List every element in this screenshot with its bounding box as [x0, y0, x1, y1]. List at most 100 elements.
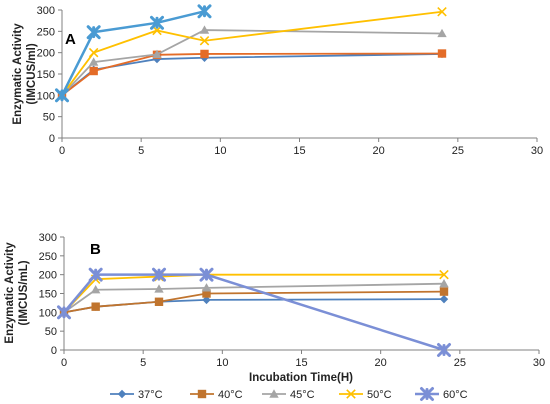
y-tick-label: 50 — [43, 112, 55, 124]
panel-b-line-37c — [63, 298, 445, 314]
panel-a-point-60c — [197, 4, 212, 19]
panel-a-point-50c — [88, 47, 99, 58]
panel-a-y-label-line2: (IMCUS/ml) — [26, 43, 38, 105]
panel-a-point-60c — [150, 15, 164, 30]
panel-a-label: A — [65, 31, 76, 48]
panel-b-point-45c — [90, 285, 101, 294]
panel-a-series-45c — [57, 25, 447, 100]
panel-b-line-45c — [63, 282, 445, 314]
panel-b-series-45c — [59, 279, 449, 317]
x-tick-label: 20 — [373, 145, 385, 157]
y-tick-label: 250 — [39, 251, 57, 263]
panel-a-point-45c — [88, 57, 99, 66]
legend: 37°C 40°C 45°C 50°C 60°C — [110, 387, 468, 401]
panel-a-series-37c — [57, 49, 447, 100]
panel-b-point-45c — [439, 279, 449, 288]
x-tick-label: 30 — [531, 145, 543, 157]
panel-b-point-40c — [439, 287, 449, 296]
panel-b-point-45c — [201, 283, 212, 292]
legend-swatch-marker — [346, 389, 356, 399]
panel-a-line-37c — [61, 53, 443, 97]
legend-item: 40°C — [190, 389, 243, 401]
x-tick-label: 10 — [214, 145, 226, 157]
x-tick-label: 10 — [216, 357, 228, 369]
y-tick-label: 50 — [45, 326, 57, 338]
panel-a-line-60c — [60, 10, 205, 96]
panel-b-point-40c — [91, 302, 100, 311]
x-tick-label: 0 — [61, 357, 67, 369]
panel-b-series-40c — [59, 287, 449, 317]
panel-a-point-37c — [152, 54, 162, 64]
panel-b-point-60c — [152, 267, 166, 282]
panel-a-y-label-line1: Enzymatic Activity — [12, 23, 24, 125]
panel-a-point-50c — [437, 6, 447, 17]
panel-a-point-45c — [152, 49, 162, 59]
panel-a-point-40c — [200, 49, 209, 59]
panel-a-ticks: 0 50 100 150 200 250 300 0 5 10 15 20 25 30 — [37, 5, 543, 157]
panel-b-point-60c — [57, 305, 71, 320]
panel-b-line-60c — [63, 273, 445, 352]
panel-a-series — [55, 4, 447, 103]
panel-b-point-45c — [154, 284, 164, 293]
panel-b-point-60c — [437, 343, 451, 357]
panel-a-line-45c — [61, 29, 443, 96]
x-tick-label: 15 — [295, 357, 307, 369]
legend-label: 60°C — [443, 389, 468, 401]
panel-b-point-40c — [154, 297, 164, 306]
panel-a-point-50c — [199, 35, 210, 46]
panel-b-y-label-line1: Enzymatic Activity — [4, 242, 16, 344]
legend-label: 45°C — [290, 389, 315, 401]
legend-item: 50°C — [339, 389, 392, 401]
legend-item: 60°C — [415, 387, 468, 401]
panel-b-point-60c — [88, 267, 103, 282]
panel-b-point-37c — [202, 295, 211, 305]
panel-b-label: B — [90, 241, 101, 258]
panel-a-point-40c — [89, 66, 98, 76]
x-tick-label: 30 — [533, 357, 545, 369]
legend-label: 40°C — [218, 389, 243, 401]
panel-a-point-60c — [86, 25, 101, 40]
legend-swatch-marker — [117, 389, 127, 399]
panel-b-point-60c — [199, 267, 214, 282]
panel-a-point-45c — [199, 25, 210, 34]
panel-b-line-40c — [63, 290, 445, 314]
legend-label: 37°C — [138, 389, 163, 401]
x-tick-label: 15 — [293, 145, 305, 157]
legend-item: 45°C — [262, 389, 315, 401]
x-tick-label: 5 — [138, 145, 144, 157]
panel-b-series-60c — [57, 267, 451, 357]
y-tick-label: 200 — [39, 270, 57, 282]
y-tick-label: 150 — [37, 69, 55, 81]
panel-b-y-label-line2: (IMCUS/mL) — [18, 260, 30, 325]
legend-label: 50°C — [367, 389, 392, 401]
panel-b-ticks: 0 50 100 150 200 250 300 0 5 10 15 20 25 30 — [39, 232, 545, 369]
legend-swatch-marker — [420, 387, 434, 401]
panel-b-point-50c — [439, 269, 449, 280]
x-tick-label: 25 — [452, 145, 464, 157]
x-tick-label: 0 — [59, 145, 65, 157]
y-tick-label: 0 — [51, 345, 57, 357]
panel-b-chart: 0 50 100 150 200 250 300 0 5 10 15 20 25 30 B Enzymat… — [4, 232, 545, 384]
y-tick-label: 150 — [39, 289, 57, 301]
legend-swatch-marker — [197, 389, 207, 399]
panel-b-x-label: Incubation Time(H) — [249, 372, 353, 384]
panel-a-point-45c — [437, 28, 447, 38]
panel-b-point-40c — [202, 289, 211, 298]
panel-b-series — [57, 267, 451, 357]
panel-a-chart: 0 50 100 150 200 250 300 0 5 10 15 20 25 30 A Enzymat… — [12, 4, 543, 157]
y-tick-label: 300 — [37, 5, 55, 17]
y-tick-label: 0 — [49, 133, 55, 145]
y-tick-label: 250 — [37, 26, 55, 38]
y-tick-label: 100 — [37, 90, 55, 102]
panel-a-point-40c — [437, 49, 447, 58]
x-tick-label: 5 — [140, 357, 146, 369]
x-tick-label: 25 — [454, 357, 466, 369]
legend-item: 37°C — [110, 389, 163, 401]
legend-swatch-marker — [269, 389, 279, 398]
panel-a-point-60c — [55, 88, 69, 103]
panel-a-series-60c — [55, 4, 212, 103]
y-tick-label: 100 — [39, 307, 57, 319]
panel-b-point-37c — [439, 294, 449, 304]
x-tick-label: 20 — [375, 357, 387, 369]
